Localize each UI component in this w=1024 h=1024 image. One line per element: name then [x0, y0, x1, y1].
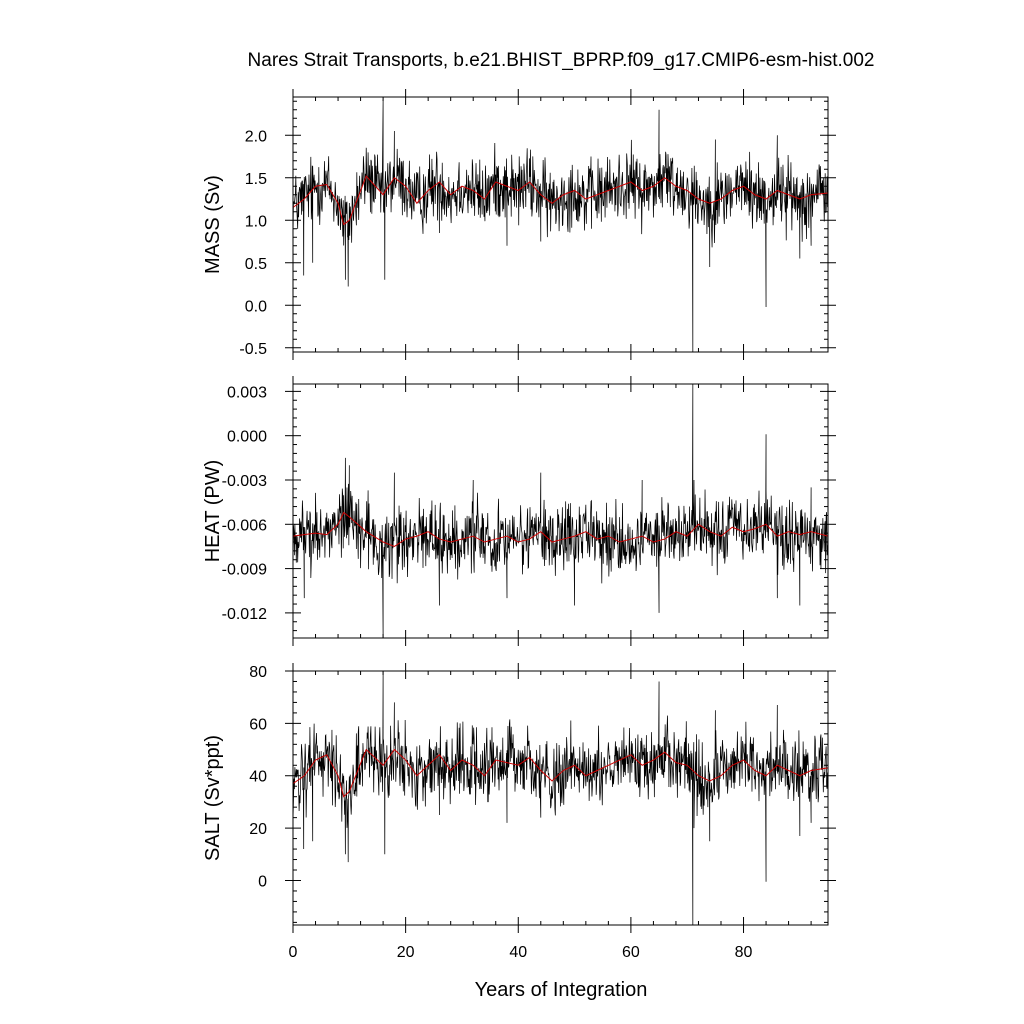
x-tick-label: 0 [289, 944, 298, 961]
mass-y-axis-label: MASS (Sv) [202, 175, 224, 274]
panels: -0.5 0.0 0.5 1.0 1.5 2.0 MASS (Sv) -0.012 -0.009… [202, 89, 836, 961]
heat-y-tick-label: -0.012 [222, 606, 267, 623]
salt-y-tick-label: 20 [249, 821, 267, 838]
salt-y-tick-label: 0 [258, 873, 267, 890]
x-tick-label: 20 [397, 944, 415, 961]
heat-smoothed-series-line [293, 511, 828, 548]
salt-y-tick-label: 80 [249, 664, 267, 681]
heat-y-tick-label: 0.003 [227, 384, 267, 401]
heat-y-axis-label: HEAT (PW) [202, 460, 224, 563]
mass-plot-frame [292, 96, 829, 353]
heat-plot-frame [292, 383, 829, 639]
heat-y-tick-label: 0.000 [227, 429, 267, 446]
salt-panel: 0 20 40 60 80 SALT (Sv*ppt) 0 20 40 60 80 [202, 663, 836, 961]
x-tick-label: 60 [622, 944, 640, 961]
mass-monthly-series-line [293, 99, 828, 352]
salt-plot-frame [292, 670, 829, 926]
mass-y-tick-label: 0.0 [245, 298, 267, 315]
x-tick-label: 40 [509, 944, 527, 961]
x-tick-label: 80 [735, 944, 753, 961]
mass-y-tick-label: 1.0 [245, 213, 267, 230]
mass-y-tick-label: 1.5 [245, 171, 267, 188]
mass-y-tick-label: 2.0 [245, 128, 267, 145]
heat-y-tick-label: -0.003 [222, 473, 267, 490]
heat-y-tick-label: -0.009 [222, 562, 267, 579]
mass-y-tick-label: -0.5 [239, 341, 267, 358]
salt-y-tick-label: 60 [249, 716, 267, 733]
heat-y-tick-label: -0.006 [222, 517, 267, 534]
mass-smoothed-series-line [293, 175, 828, 226]
heat-panel: -0.012 -0.009 -0.006 -0.003 0.000 0.003 HEAT (… [202, 376, 836, 646]
mass-y-tick-label: 0.5 [245, 256, 267, 273]
salt-monthly-series-line [293, 671, 828, 925]
x-axis-label: Years of Integration [475, 979, 648, 1001]
salt-y-axis-label: SALT (Sv*ppt) [202, 735, 224, 861]
salt-smoothed-series-line [293, 748, 828, 798]
chart-title: Nares Strait Transports, b.e21.BHIST_BPR… [248, 50, 875, 71]
heat-monthly-series-line [293, 384, 828, 638]
salt-y-tick-label: 40 [249, 769, 267, 786]
mass-panel: -0.5 0.0 0.5 1.0 1.5 2.0 MASS (Sv) [202, 89, 836, 360]
